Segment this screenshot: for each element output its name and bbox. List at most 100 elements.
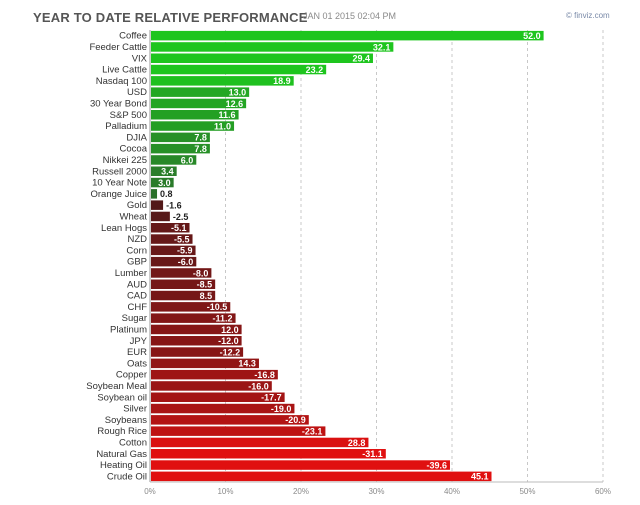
- category-label: Feeder Cattle: [89, 42, 147, 53]
- bar: [151, 234, 193, 244]
- value-label: 23.2: [306, 65, 324, 75]
- bar: [151, 177, 174, 188]
- value-label: -17.7: [261, 393, 282, 403]
- bar: [151, 449, 386, 459]
- category-label: Lean Hogs: [101, 223, 147, 234]
- value-label: 18.9: [273, 76, 291, 86]
- bar: [151, 347, 244, 357]
- bar: [151, 211, 170, 222]
- value-label: 45.1: [471, 472, 489, 482]
- value-label: 8.5: [200, 291, 213, 301]
- chart-title: YEAR TO DATE RELATIVE PERFORMANCE: [33, 10, 308, 25]
- category-label: Soybean oil: [97, 392, 147, 403]
- value-label: -12.0: [218, 336, 239, 346]
- x-tick-label: 60%: [595, 487, 611, 496]
- bar: [151, 223, 190, 233]
- value-label: 13.0: [229, 87, 247, 97]
- bar: [151, 415, 309, 425]
- value-label: 0.8: [160, 189, 173, 199]
- category-label: Soybean Meal: [86, 381, 147, 392]
- category-label: NZD: [127, 234, 147, 245]
- x-tick-label: 20%: [293, 487, 309, 496]
- value-label: -2.5: [173, 212, 189, 222]
- value-label: -20.9: [285, 415, 306, 425]
- x-tick-label: 0%: [144, 487, 156, 496]
- bar: [151, 324, 242, 335]
- bar: [151, 279, 216, 289]
- bar: [151, 460, 450, 470]
- category-label: Lumber: [115, 268, 147, 279]
- category-label: Sugar: [122, 313, 147, 324]
- value-label: 12.0: [221, 325, 239, 335]
- value-label: 7.8: [194, 133, 207, 143]
- bar: [151, 132, 210, 143]
- value-label: -10.5: [207, 302, 228, 312]
- bar: [151, 200, 164, 210]
- category-label: AUD: [127, 279, 147, 290]
- category-label: Crude Oil: [107, 471, 147, 482]
- value-label: -19.0: [271, 404, 292, 414]
- bar: [151, 76, 294, 86]
- value-label: 32.1: [373, 42, 391, 52]
- bar: [151, 392, 285, 402]
- bar: [151, 87, 250, 97]
- category-label: 10 Year Note: [92, 178, 147, 189]
- bar: [151, 245, 196, 256]
- bar: [151, 42, 394, 52]
- value-label: 7.8: [194, 144, 207, 154]
- value-label: 28.8: [348, 438, 366, 448]
- category-label: Russell 2000: [92, 166, 147, 177]
- value-label: -5.9: [177, 246, 193, 256]
- value-label: -23.1: [302, 426, 323, 436]
- category-label: Oats: [127, 358, 147, 369]
- category-label: Corn: [126, 245, 147, 256]
- bar: [151, 64, 327, 75]
- bar: [151, 268, 212, 278]
- category-label: Palladium: [105, 121, 147, 132]
- bar: [151, 369, 278, 380]
- category-label: Cotton: [119, 437, 147, 448]
- value-label: -8.0: [193, 268, 209, 278]
- category-label: Platinum: [110, 324, 147, 335]
- bar: [151, 155, 197, 165]
- bar: [151, 358, 259, 369]
- bar: [151, 121, 235, 131]
- bar: [151, 30, 544, 41]
- category-label: Wheat: [120, 211, 148, 222]
- value-label: -6.0: [178, 257, 194, 267]
- value-label: 12.6: [226, 99, 244, 109]
- category-label: JPY: [130, 336, 148, 347]
- value-label: 11.0: [214, 121, 231, 131]
- value-label: 3.4: [161, 167, 174, 177]
- bar: [151, 426, 326, 436]
- bar: [151, 98, 247, 109]
- category-label: DJIA: [126, 132, 147, 143]
- bar: [151, 53, 373, 63]
- category-label: Nikkei 225: [103, 155, 147, 166]
- source-link[interactable]: © finviz.com: [566, 11, 610, 20]
- category-label: Nasdaq 100: [96, 76, 147, 87]
- bar: [151, 290, 216, 301]
- bar: [151, 166, 177, 176]
- value-label: 14.3: [238, 359, 256, 369]
- value-label: 3.0: [158, 178, 171, 188]
- category-label: Coffee: [119, 31, 147, 42]
- x-tick-label: 30%: [368, 487, 384, 496]
- value-label: -16.0: [248, 381, 269, 391]
- category-label: S&P 500: [110, 110, 147, 121]
- value-label: -5.1: [171, 223, 187, 233]
- x-tick-label: 50%: [519, 487, 535, 496]
- timestamp: JAN 01 2015 02:04 PM: [303, 11, 397, 21]
- category-label: EUR: [127, 347, 147, 358]
- value-label: 11.6: [219, 110, 236, 120]
- category-label: USD: [127, 87, 147, 98]
- bar: [151, 403, 295, 414]
- bar: [151, 437, 369, 448]
- category-label: CAD: [127, 291, 147, 302]
- x-tick-label: 10%: [217, 487, 233, 496]
- category-label: Live Cattle: [102, 65, 147, 76]
- category-label: Gold: [127, 200, 147, 211]
- bar: [151, 381, 272, 391]
- category-label: Copper: [116, 370, 147, 381]
